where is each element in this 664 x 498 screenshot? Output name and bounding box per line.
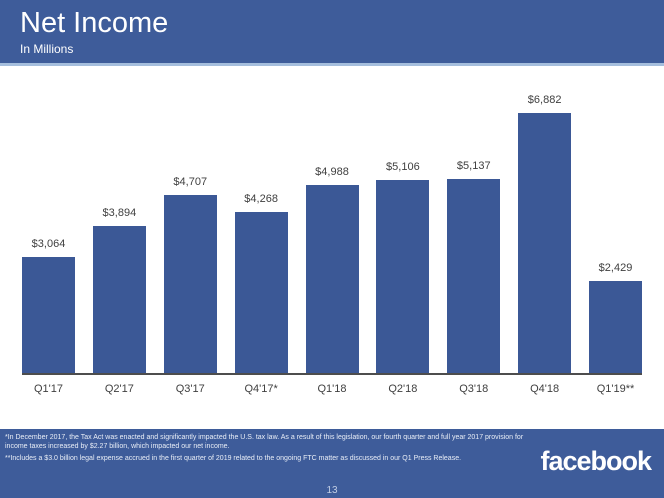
x-axis-line (22, 373, 642, 375)
bar (518, 113, 572, 373)
bar-value-label: $3,064 (31, 238, 66, 250)
bar-value-label: $2,429 (598, 262, 633, 274)
x-axis-label: Q4'18 (530, 383, 560, 395)
x-axis-label: Q1'18 (317, 383, 347, 395)
page-title: Net Income (20, 7, 169, 39)
facebook-logo: facebook (540, 446, 652, 476)
bar (305, 185, 359, 373)
bar-value-label: $6,882 (527, 94, 562, 106)
bar (163, 195, 217, 373)
bar-value-label: $5,137 (456, 160, 491, 172)
bar (234, 212, 288, 373)
bar-column: $4,268 (234, 193, 288, 373)
x-axis-label: Q1'19** (596, 383, 635, 395)
bar (92, 226, 146, 373)
net-income-bar-chart: $3,064 $3,894 $4,707 $4,268 $4,988 $5,106 $5,1… (0, 66, 664, 395)
x-axis-label: Q1'17 (33, 383, 63, 395)
bar-value-label: $3,894 (102, 207, 137, 219)
bar-column: $5,137 (447, 160, 501, 373)
bar-column: $4,988 (305, 166, 359, 373)
page-subtitle: In Millions (20, 41, 74, 56)
x-axis-label: Q3'18 (459, 383, 489, 395)
bar (22, 257, 75, 373)
bar-value-label: $5,106 (386, 161, 420, 173)
bar-value-label: $4,268 (244, 193, 278, 205)
bar-value-label: $4,707 (173, 176, 208, 188)
bar (589, 281, 642, 373)
slide-header: Net Income In Millions (0, 0, 664, 63)
bar-column: $6,882 (518, 94, 572, 373)
page-number: 13 (326, 485, 338, 496)
x-axis-label: Q3'17 (175, 383, 205, 395)
bar (447, 179, 501, 373)
bar-column: $3,894 (92, 207, 146, 373)
x-axis-label: Q2'17 (104, 383, 134, 395)
slide-footer: *In December 2017, the Tax Act was enact… (0, 429, 664, 498)
x-axis-labels: Q1'17 Q2'17 Q3'17 Q4'17* Q1'18 Q2'18 Q3'18 Q4'1… (22, 383, 642, 395)
bar-value-label: $4,988 (315, 166, 349, 178)
footnote-tax-act: *In December 2017, the Tax Act was enact… (5, 434, 524, 451)
bar (376, 180, 430, 373)
footnote-ftc: **Includes a $3.0 billion legal expense … (5, 454, 462, 462)
bar-column: $3,064 (22, 238, 75, 373)
bars-container: $3,064 $3,894 $4,707 $4,268 $4,988 $5,106 $5,1… (22, 66, 642, 373)
header-divider (0, 63, 664, 66)
bar-column: $2,429 (589, 262, 642, 373)
bar-column: $4,707 (163, 176, 217, 373)
bar-column: $5,106 (376, 161, 430, 373)
footnotes: *In December 2017, the Tax Act was enact… (5, 433, 535, 465)
x-axis-label: Q2'18 (388, 383, 418, 395)
x-axis-label: Q4'17* (244, 383, 278, 395)
